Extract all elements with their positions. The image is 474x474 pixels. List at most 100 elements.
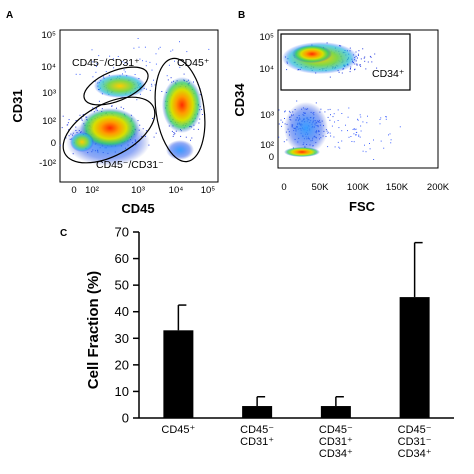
event-dot	[79, 114, 81, 116]
event-dot	[122, 73, 123, 75]
event-dot	[111, 105, 113, 107]
event-dot	[360, 116, 362, 118]
event-dot	[364, 56, 366, 58]
event-dot	[385, 116, 387, 118]
event-dot	[359, 136, 361, 138]
event-dot	[109, 55, 111, 57]
event-dot	[145, 130, 147, 132]
event-dot	[95, 109, 97, 111]
gate-cd45pos	[154, 57, 206, 163]
event-dot	[91, 49, 93, 51]
y-tick-label: 0	[51, 138, 56, 149]
event-dot	[370, 56, 372, 58]
event-dot	[170, 77, 172, 79]
event-dot	[296, 100, 298, 102]
y-tick-label: 10³	[260, 110, 274, 121]
event-dot	[149, 61, 151, 63]
event-dot	[98, 100, 100, 102]
x-tick-label: 200K	[427, 182, 450, 193]
event-dot	[348, 107, 350, 109]
event-dot	[327, 116, 329, 118]
category-label: CD31⁻	[398, 436, 432, 448]
event-dot	[116, 107, 117, 109]
category-label: CD31⁺	[319, 436, 353, 448]
event-dot	[179, 41, 180, 43]
event-dot	[390, 142, 392, 144]
event-dot	[376, 67, 378, 69]
event-dot	[354, 129, 356, 131]
event-dot	[151, 85, 153, 87]
event-dot	[355, 128, 357, 130]
event-dot	[383, 147, 385, 149]
bar-y-tick-label: 20	[115, 357, 129, 372]
event-dot	[352, 129, 354, 130]
density-blob	[162, 77, 202, 133]
event-dot	[190, 139, 191, 141]
event-dot	[329, 108, 331, 110]
event-dot	[92, 61, 94, 63]
event-dot	[167, 79, 169, 81]
event-dot	[332, 116, 334, 118]
event-dot	[337, 109, 339, 111]
event-dot	[173, 132, 175, 133]
bar-y-tick-label: 50	[115, 278, 129, 293]
event-dot	[357, 118, 358, 120]
event-dot	[278, 123, 280, 125]
event-dot	[327, 146, 329, 148]
panel-b-x-axis-title: FSC	[349, 199, 376, 214]
event-dot	[389, 133, 391, 135]
event-dot	[278, 136, 280, 138]
bar	[242, 406, 273, 418]
event-dot	[138, 46, 140, 48]
event-dot	[380, 140, 382, 142]
event-dot	[133, 47, 135, 49]
event-dot	[155, 63, 157, 65]
event-dot	[67, 124, 69, 126]
event-dot	[360, 125, 362, 127]
event-dot	[136, 99, 138, 101]
event-dot	[139, 93, 141, 95]
panel-b-plot-frame	[277, 29, 439, 169]
event-dot	[349, 47, 351, 49]
panel-a-plot-frame	[59, 29, 219, 183]
event-dot	[357, 119, 359, 121]
event-dot	[359, 64, 361, 66]
event-dot	[354, 68, 356, 70]
category-label: CD31⁺	[240, 436, 274, 448]
panel-a-y-ticks: 10⁵ 10⁴ 10³ 10² 0 -10²	[39, 30, 56, 169]
x-tick-label: 10³	[131, 185, 145, 196]
event-dot	[333, 136, 335, 138]
y-tick-label: -10²	[39, 158, 56, 169]
event-dot	[185, 136, 187, 138]
bar	[163, 330, 194, 418]
gate-cd45neg-cd31pos	[83, 66, 149, 106]
event-dot	[374, 53, 376, 55]
event-dot	[177, 61, 179, 63]
event-dot	[330, 135, 332, 137]
category-label: CD45⁻	[240, 424, 274, 436]
event-dot	[334, 146, 336, 148]
panel-b: B CD34⁺ 10⁵ 10⁴ 10³ 10² 0 0 50K 100K 150…	[232, 10, 450, 214]
event-dot	[145, 65, 147, 67]
event-dot	[284, 118, 285, 119]
event-dot	[152, 118, 153, 119]
density-blob	[94, 74, 146, 98]
panel-a-letter: A	[6, 10, 13, 21]
event-dot	[81, 119, 83, 121]
event-dot	[201, 114, 203, 115]
event-dot	[399, 126, 401, 128]
category-label: CD34⁺	[319, 448, 353, 460]
event-dot	[168, 64, 170, 66]
x-tick-label: 10²	[85, 185, 99, 196]
event-dot	[199, 118, 201, 120]
event-dot	[112, 58, 114, 60]
bar-y-tick-label: 70	[115, 225, 129, 240]
event-dot	[364, 144, 365, 146]
event-dot	[367, 115, 368, 117]
event-dot	[357, 54, 359, 56]
event-dot	[329, 119, 331, 121]
category-label: CD34⁺	[398, 448, 432, 460]
event-dot	[337, 141, 339, 143]
gate-label-cd45neg-cd31neg: CD45⁻/CD31⁻	[96, 159, 164, 171]
